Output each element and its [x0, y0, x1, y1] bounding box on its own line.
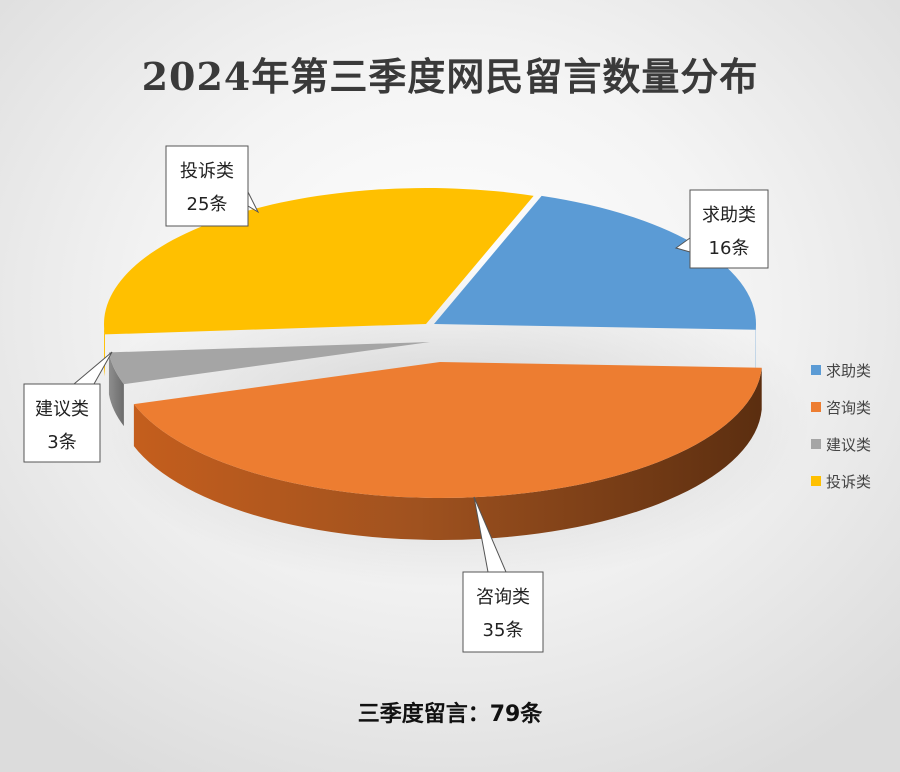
chart-title: 2024年第三季度网民留言数量分布: [141, 54, 759, 99]
pie-slice-1[interactable]: [434, 195, 756, 330]
data-label-category-4: 投诉类: [180, 161, 234, 182]
legend-swatch: [811, 365, 821, 375]
legend-item: 咨询类: [811, 397, 896, 417]
legend-swatch: [811, 439, 821, 449]
data-label-category-3: 建议类: [35, 399, 89, 420]
legend-label: 求助类: [826, 361, 872, 380]
data-label-value-4: 25条: [187, 194, 228, 215]
pie-slice-side-2: [133, 367, 762, 540]
data-label-value-2: 35条: [483, 620, 524, 641]
callout-box-2: [462, 571, 544, 653]
legend: 求助类咨询类建议类投诉类: [811, 360, 896, 508]
legend-label: 投诉类: [826, 472, 872, 491]
data-label-value-3: 3条: [47, 432, 76, 453]
pie-slice-side-3: [108, 352, 124, 427]
legend-label: 咨询类: [826, 398, 872, 417]
callout-box-3: [23, 383, 101, 463]
legend-swatch: [811, 476, 821, 486]
legend-label: 建议类: [826, 435, 872, 454]
data-label-category-2: 咨询类: [476, 587, 530, 608]
legend-swatch: [811, 402, 821, 412]
legend-item: 建议类: [811, 434, 896, 454]
callout-box-1: [689, 189, 769, 269]
pie-slice-2[interactable]: [133, 362, 762, 498]
callout-box-4: [165, 145, 249, 227]
data-label-category-1: 求助类: [702, 205, 756, 226]
total-summary: 三季度留言：79条: [357, 702, 543, 727]
pie-slice-3[interactable]: [108, 342, 430, 385]
data-label-value-1: 16条: [709, 238, 750, 259]
legend-item: 投诉类: [811, 471, 896, 491]
legend-item: 求助类: [811, 360, 896, 380]
